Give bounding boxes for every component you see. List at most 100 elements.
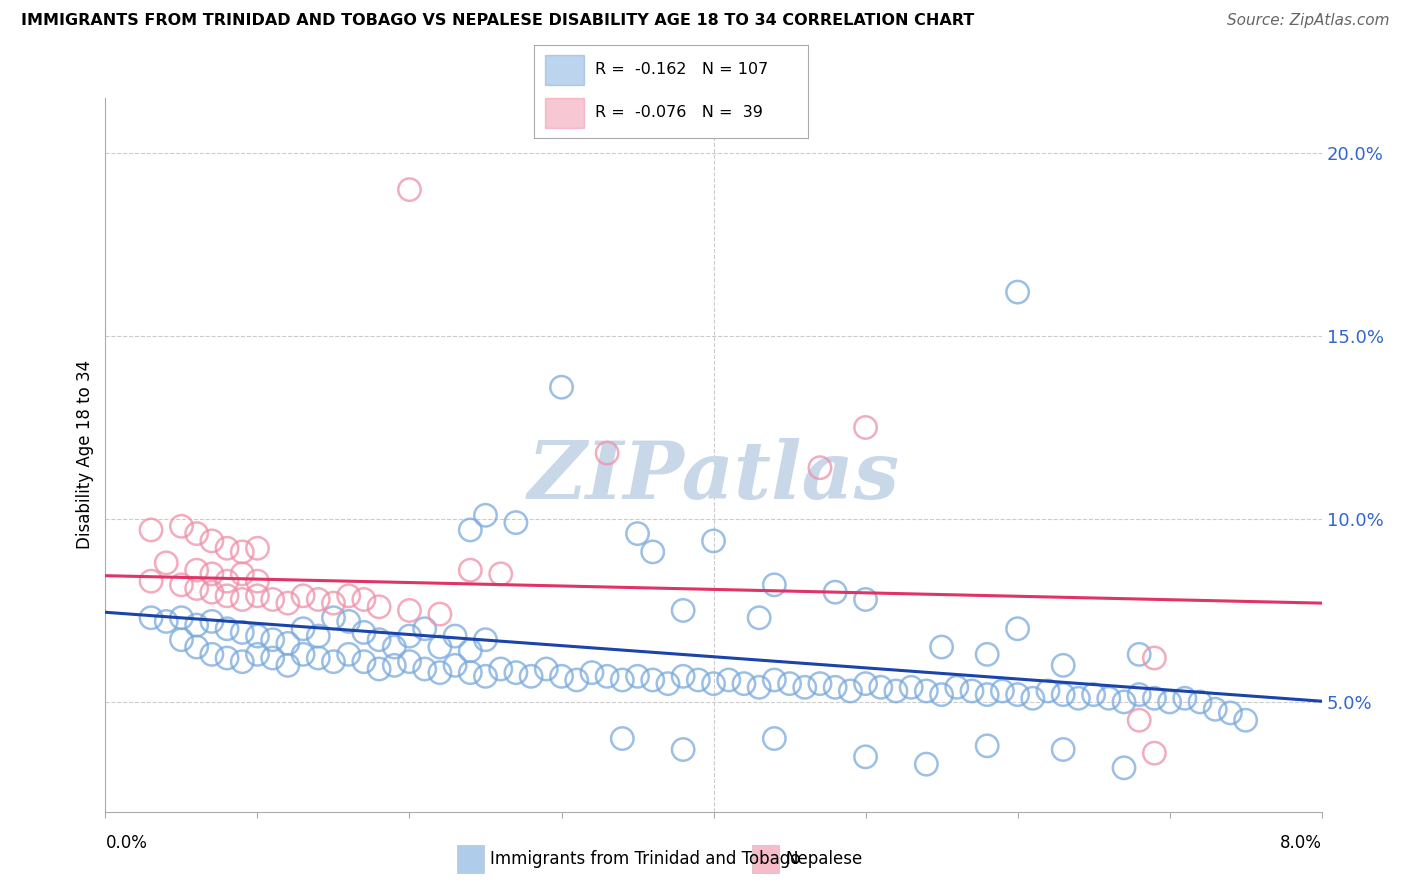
Point — [855, 676, 877, 690]
Text: 0.0%: 0.0% — [105, 834, 148, 852]
Point — [186, 563, 208, 577]
Point — [641, 545, 664, 559]
Point — [672, 742, 695, 756]
Point — [945, 681, 967, 695]
Point — [186, 526, 208, 541]
Point — [277, 636, 299, 650]
Point — [170, 611, 193, 625]
Point — [1143, 651, 1166, 665]
Point — [550, 380, 572, 394]
Point — [292, 648, 315, 662]
Point — [1052, 658, 1074, 673]
Point — [672, 669, 695, 683]
Point — [170, 519, 193, 533]
Point — [581, 665, 603, 680]
Point — [246, 541, 269, 556]
Point — [368, 599, 391, 614]
Point — [1067, 691, 1090, 706]
Point — [976, 648, 998, 662]
Point — [246, 629, 269, 643]
Text: 8.0%: 8.0% — [1279, 834, 1322, 852]
Point — [489, 566, 512, 581]
Point — [231, 545, 253, 559]
Point — [702, 676, 725, 690]
Point — [824, 681, 846, 695]
Point — [855, 592, 877, 607]
Point — [520, 669, 543, 683]
Point — [565, 673, 588, 687]
Point — [808, 676, 831, 690]
Point — [1204, 702, 1226, 716]
Point — [217, 622, 239, 636]
Point — [262, 592, 284, 607]
Text: ZIPatlas: ZIPatlas — [527, 438, 900, 515]
Text: R =  -0.076   N =  39: R = -0.076 N = 39 — [595, 105, 762, 120]
Point — [201, 585, 224, 599]
Point — [931, 640, 953, 654]
Point — [779, 676, 801, 690]
Point — [246, 648, 269, 662]
Point — [915, 684, 938, 698]
Point — [474, 669, 496, 683]
Point — [262, 632, 284, 647]
Point — [550, 669, 572, 683]
Point — [1112, 761, 1135, 775]
Point — [353, 655, 375, 669]
Point — [277, 658, 299, 673]
Point — [201, 566, 224, 581]
Point — [1098, 691, 1121, 706]
Point — [824, 585, 846, 599]
Point — [139, 574, 162, 589]
Point — [353, 625, 375, 640]
Point — [337, 589, 360, 603]
Point — [1112, 695, 1135, 709]
Point — [429, 665, 451, 680]
Point — [489, 662, 512, 676]
Point — [139, 523, 162, 537]
Point — [474, 508, 496, 523]
Point — [1143, 746, 1166, 760]
Point — [201, 648, 224, 662]
Point — [1007, 285, 1029, 299]
Point — [748, 681, 770, 695]
Point — [1188, 695, 1211, 709]
Point — [155, 615, 177, 629]
Point — [641, 673, 664, 687]
Point — [413, 662, 436, 676]
Point — [382, 640, 405, 654]
Point — [217, 589, 239, 603]
Text: R =  -0.162   N = 107: R = -0.162 N = 107 — [595, 62, 768, 78]
Point — [307, 651, 329, 665]
Point — [1036, 684, 1059, 698]
Point — [429, 640, 451, 654]
Point — [217, 541, 239, 556]
Point — [217, 574, 239, 589]
Point — [217, 651, 239, 665]
Point — [855, 420, 877, 434]
Point — [612, 731, 634, 746]
Point — [672, 603, 695, 617]
Point — [322, 655, 344, 669]
Point — [596, 669, 619, 683]
Point — [246, 589, 269, 603]
Point — [1159, 695, 1181, 709]
Point — [231, 655, 253, 669]
Point — [155, 556, 177, 570]
Point — [991, 684, 1014, 698]
Bar — [752, 845, 779, 872]
Point — [307, 629, 329, 643]
Point — [458, 643, 481, 657]
Point — [931, 688, 953, 702]
Point — [1007, 622, 1029, 636]
Point — [307, 592, 329, 607]
Point — [976, 688, 998, 702]
Point — [1234, 713, 1257, 727]
Point — [262, 651, 284, 665]
Point — [1128, 688, 1150, 702]
Point — [337, 648, 360, 662]
Point — [702, 533, 725, 548]
Point — [536, 662, 558, 676]
Point — [688, 673, 710, 687]
Point — [398, 655, 420, 669]
Point — [429, 607, 451, 621]
